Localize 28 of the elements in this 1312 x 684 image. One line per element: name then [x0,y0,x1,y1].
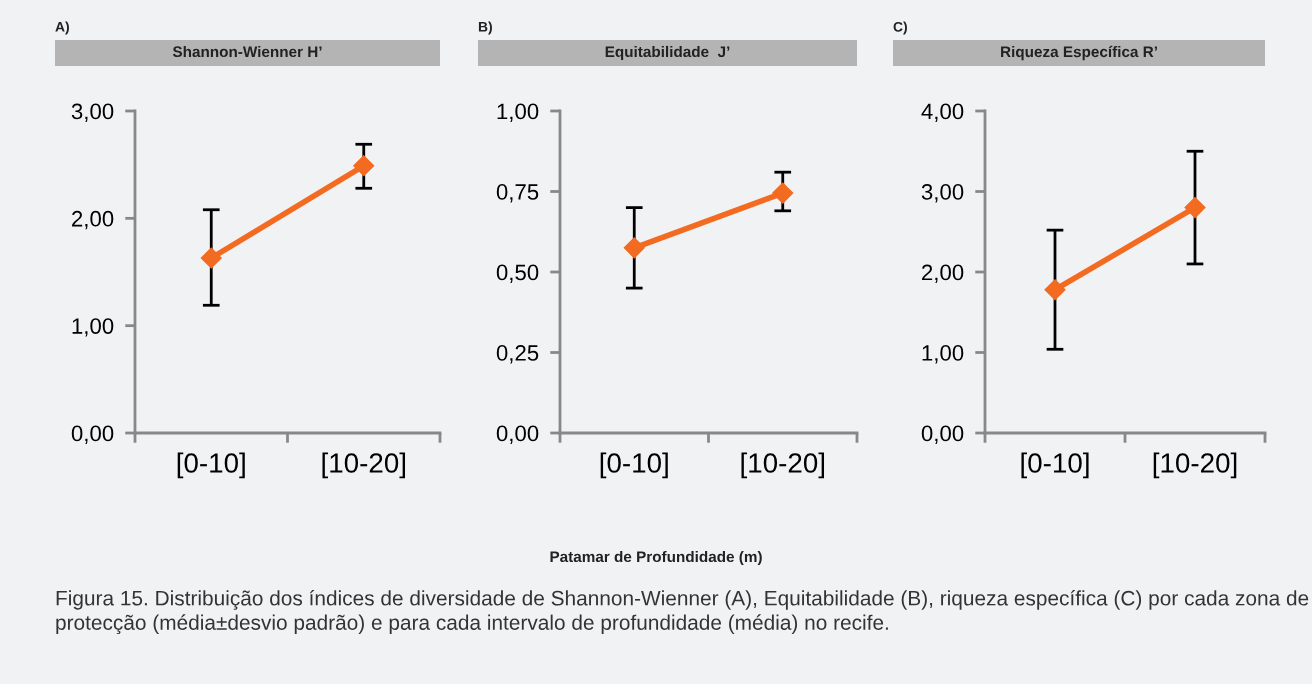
chart-title: Riqueza Específica R’ [1001,45,1157,61]
y-tick-label: 1,00 [72,318,114,337]
y-tick-label: 0,00 [496,425,539,444]
text: B) [478,21,492,35]
x-tick-label: [0-10] [1021,452,1089,479]
text: A) [55,21,69,35]
chart-title: Equitabilidade J’ [605,45,730,61]
y-tick-label: 1,00 [497,103,539,122]
x-tick-label: [10-20] [322,452,406,479]
chart-title: Shannon-Wienner H’ [172,45,322,58]
y-tick-label: 2,00 [72,210,114,230]
y-tick-label: 3,00 [921,184,964,203]
y-tick-label: 0,00 [921,425,964,444]
y-tick-label: 0,75 [496,184,539,203]
x-tick-label: [10-20] [1153,452,1237,479]
y-tick-label: 0,25 [496,345,539,364]
x-tick-label: [10-20] [741,452,825,479]
y-tick-label: 2,00 [922,264,964,283]
y-tick-label: 0,50 [496,264,539,283]
text: C) [893,21,907,35]
text: Figura 15. Distribuição dos índices de diversidade de Shannon-Wienner (A), Equitabilidade (B), riqueza específica (C) por cada zona de protecção (média±desvio padrão) e para cada intervalo de profundidade (média) no recife. [56,590,1309,635]
x-tick-label: [0-10] [600,452,668,479]
x-axis-title: Patamar de Profundidade (m) [550,550,762,566]
y-tick-label: 3,00 [71,103,114,122]
y-tick-label: 0,00 [71,425,114,444]
y-tick-label: 4,00 [921,103,964,122]
y-tick-label: 1,00 [922,345,964,364]
x-tick-label: [0-10] [177,452,245,479]
